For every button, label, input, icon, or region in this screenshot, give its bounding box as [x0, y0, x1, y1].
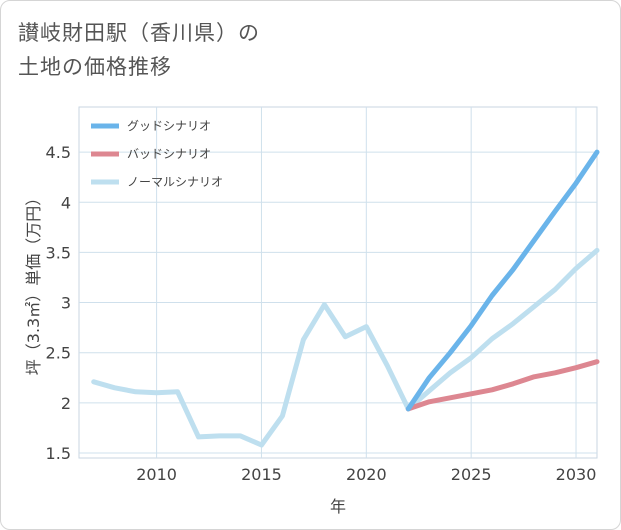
plot-area — [78, 106, 598, 459]
x-axis-ticks: 2010 2015 2020 2025 2030 — [136, 465, 596, 484]
x-tick-label: 2025 — [451, 465, 492, 484]
x-tick-label: 2030 — [556, 465, 597, 484]
legend-item-good: グッドシナリオ — [91, 119, 211, 133]
y-tick-label: 4 — [61, 193, 71, 212]
legend-item-normal: ノーマルシナリオ — [91, 175, 223, 189]
legend-item-bad: バッドシナリオ — [91, 147, 211, 161]
y-tick-label: 3 — [61, 294, 71, 313]
grid — [79, 107, 597, 458]
y-tick-label: 2.5 — [46, 344, 71, 363]
chart-title-line-1: 讃岐財田駅（香川県）の — [18, 21, 260, 45]
y-tick-label: 3.5 — [46, 243, 71, 262]
y-tick-label: 2 — [61, 394, 71, 413]
plot-border — [78, 106, 598, 459]
y-axis-label: 坪（3.3㎡）単価（万円） — [24, 190, 43, 375]
bad-scenario-line — [405, 359, 600, 412]
x-tick-label: 2020 — [346, 465, 387, 484]
normal-scenario-line — [91, 247, 600, 448]
y-tick-label: 1.5 — [46, 444, 71, 463]
chart-title-line-2: 土地の価格推移 — [18, 55, 172, 79]
chart-title: 讃岐財田駅（香川県）の 土地の価格推移 — [18, 16, 260, 84]
series-lines — [91, 149, 600, 448]
y-tick-label: 4.5 — [46, 143, 71, 162]
x-axis-label: 年 — [330, 497, 346, 516]
legend-label: ノーマルシナリオ — [127, 175, 223, 189]
good-scenario-line — [405, 149, 600, 412]
y-axis-ticks: 1.5 2 2.5 3 3.5 4 4.5 — [46, 143, 71, 463]
x-tick-label: 2015 — [241, 465, 282, 484]
legend-label: グッドシナリオ — [127, 119, 211, 133]
legend-label: バッドシナリオ — [127, 147, 211, 161]
x-tick-label: 2010 — [136, 465, 177, 484]
